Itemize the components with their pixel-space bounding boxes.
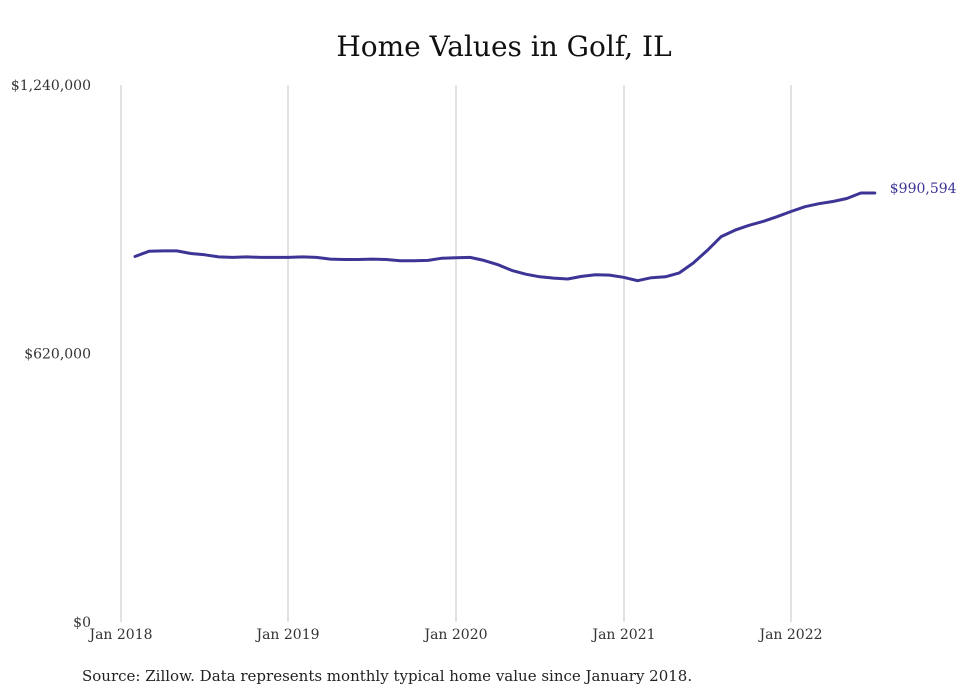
x-tick-label: Jan 2021 <box>590 627 655 643</box>
x-axis-ticks: Jan 2018 Jan 2019 Jan 2020 Jan 2021 Jan 2022 <box>87 627 822 643</box>
y-tick-label: $620,000 <box>24 347 91 363</box>
x-tick-label: Jan 2018 <box>87 627 152 643</box>
chart-title: Home Values in Golf, IL <box>336 30 672 63</box>
x-tick-label: Jan 2020 <box>422 627 487 643</box>
home-value-line <box>133 191 877 283</box>
end-value-label: $990,594 <box>890 181 957 197</box>
gridlines <box>120 85 792 622</box>
y-axis-ticks: $1,240,000 $620,000 $0 <box>11 78 91 631</box>
x-tick-label: Jan 2019 <box>254 627 319 643</box>
source-note: Source: Zillow. Data represents monthly … <box>82 667 693 685</box>
x-tick-label: Jan 2022 <box>757 627 822 643</box>
series-line-layer <box>133 191 877 283</box>
y-tick-label: $0 <box>73 615 91 631</box>
y-tick-label: $1,240,000 <box>11 78 91 94</box>
data-label-layer: $990,594 <box>890 181 957 197</box>
